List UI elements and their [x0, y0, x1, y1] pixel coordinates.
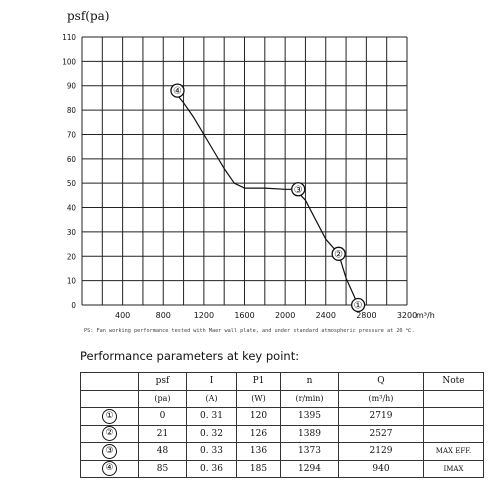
y-tick-label: 30: [67, 228, 77, 237]
unit-cell-power: (W): [236, 389, 281, 408]
key-point-circle: [170, 83, 185, 98]
key-point-label: ④: [173, 86, 182, 97]
x-tick-label: 800: [156, 311, 171, 320]
table-cell: 126: [236, 424, 281, 443]
key-point-marker: ④: [102, 461, 117, 477]
table-cell: 0. 32: [186, 424, 237, 443]
table-cell: 1395: [280, 407, 339, 426]
table-cell: 85: [138, 459, 187, 478]
unit-cell-key: [80, 389, 139, 408]
key-point-marker: ③: [102, 443, 117, 459]
test-condition-note: PS: Fan working performance tested with …: [84, 328, 415, 334]
table-cell: 0. 31: [186, 407, 237, 426]
table-cell: [423, 424, 484, 443]
table-cell: 1294: [280, 459, 339, 478]
table-cell: 21: [138, 424, 187, 443]
key-point-label: ①: [354, 301, 363, 312]
table-header-row: psf I P1 n Q Note: [80, 372, 484, 391]
key-point-circle: [350, 297, 366, 313]
performance-table: psf I P1 n Q Note (pa) (A) (W) (r/min) (…: [80, 372, 484, 478]
y-tick-label: 70: [67, 130, 77, 139]
table-row: ③ 48 0. 33 136 1373 2129 MAX EFF.: [80, 442, 484, 461]
unit-cell-current: (A): [186, 389, 237, 408]
x-tick-label: 2000: [275, 311, 295, 320]
header-cell-psf: psf: [138, 372, 187, 391]
table-cell: 0. 33: [186, 442, 237, 461]
x-tick-label: 1200: [194, 311, 214, 320]
x-tick-label: 2800: [356, 311, 376, 320]
key-point-label: ②: [334, 249, 343, 260]
key-point-marker: ②: [102, 426, 117, 442]
y-tick-label: 40: [67, 204, 77, 213]
header-cell-speed: n: [280, 372, 339, 391]
x-axis-label: m³/h: [416, 311, 435, 320]
header-cell-flow: Q: [338, 372, 424, 391]
header-cell-current: I: [186, 372, 237, 391]
key-point-circle: [331, 246, 346, 261]
y-tick-label: 90: [67, 82, 77, 91]
unit-cell-speed: (r/min): [280, 389, 339, 408]
table-units-row: (pa) (A) (W) (r/min) (m³/h): [80, 389, 484, 408]
pressure-flow-chart: 0 10 20 30 40 50 60 70 80 90 100 110 400 800 1200 1600 2…: [62, 9, 435, 320]
y-tick-label: 20: [67, 252, 77, 261]
table-cell: 1389: [280, 424, 339, 443]
y-tick-label: 100: [62, 57, 76, 66]
header-cell-power: P1: [236, 372, 281, 391]
x-tick-label: 3200: [397, 311, 417, 320]
y-axis-label: psf(pa): [67, 9, 109, 23]
x-tick-label: 2400: [316, 311, 336, 320]
unit-cell-flow: (m³/h): [338, 389, 424, 408]
table-cell: 2129: [338, 442, 424, 461]
table-cell: 185: [236, 459, 281, 478]
table-cell: 136: [236, 442, 281, 461]
performance-table-title: Performance parameters at key point:: [80, 349, 300, 363]
unit-cell-note: [423, 389, 484, 408]
y-tick-label: 10: [67, 277, 77, 286]
y-tick-label: 50: [67, 179, 77, 188]
table-cell: 48: [138, 442, 187, 461]
table-cell: IMAX: [423, 459, 484, 478]
y-tick-label: 60: [67, 155, 77, 164]
y-tick-label: 110: [62, 33, 76, 42]
table-cell: 120: [236, 407, 281, 426]
key-point-marker: ①: [102, 408, 117, 424]
header-cell-key: [80, 372, 139, 391]
table-row: ② 21 0. 32 126 1389 2527: [80, 424, 484, 443]
table-cell: 0. 36: [186, 459, 237, 478]
key-point-circle: [291, 182, 306, 197]
table-cell: 2719: [338, 407, 424, 426]
table-cell: 940: [338, 459, 424, 478]
x-tick-label: 1600: [234, 311, 254, 320]
y-tick-label: 80: [67, 106, 77, 115]
y-tick-label: 0: [71, 301, 76, 310]
key-point-label: ③: [294, 185, 303, 196]
table-row: ④ 85 0. 36 185 1294 940 IMAX: [80, 459, 484, 478]
performance-curve: [172, 90, 359, 306]
table-cell: 2527: [338, 424, 424, 443]
header-cell-note: Note: [423, 372, 484, 391]
table-cell: [423, 407, 484, 426]
unit-cell-psf: (pa): [138, 389, 187, 408]
table-cell: 1373: [280, 442, 339, 461]
x-tick-label: 400: [115, 311, 130, 320]
table-row: ① 0 0. 31 120 1395 2719: [80, 407, 484, 426]
table-cell: MAX EFF.: [423, 442, 484, 461]
table-cell: 0: [138, 407, 187, 426]
